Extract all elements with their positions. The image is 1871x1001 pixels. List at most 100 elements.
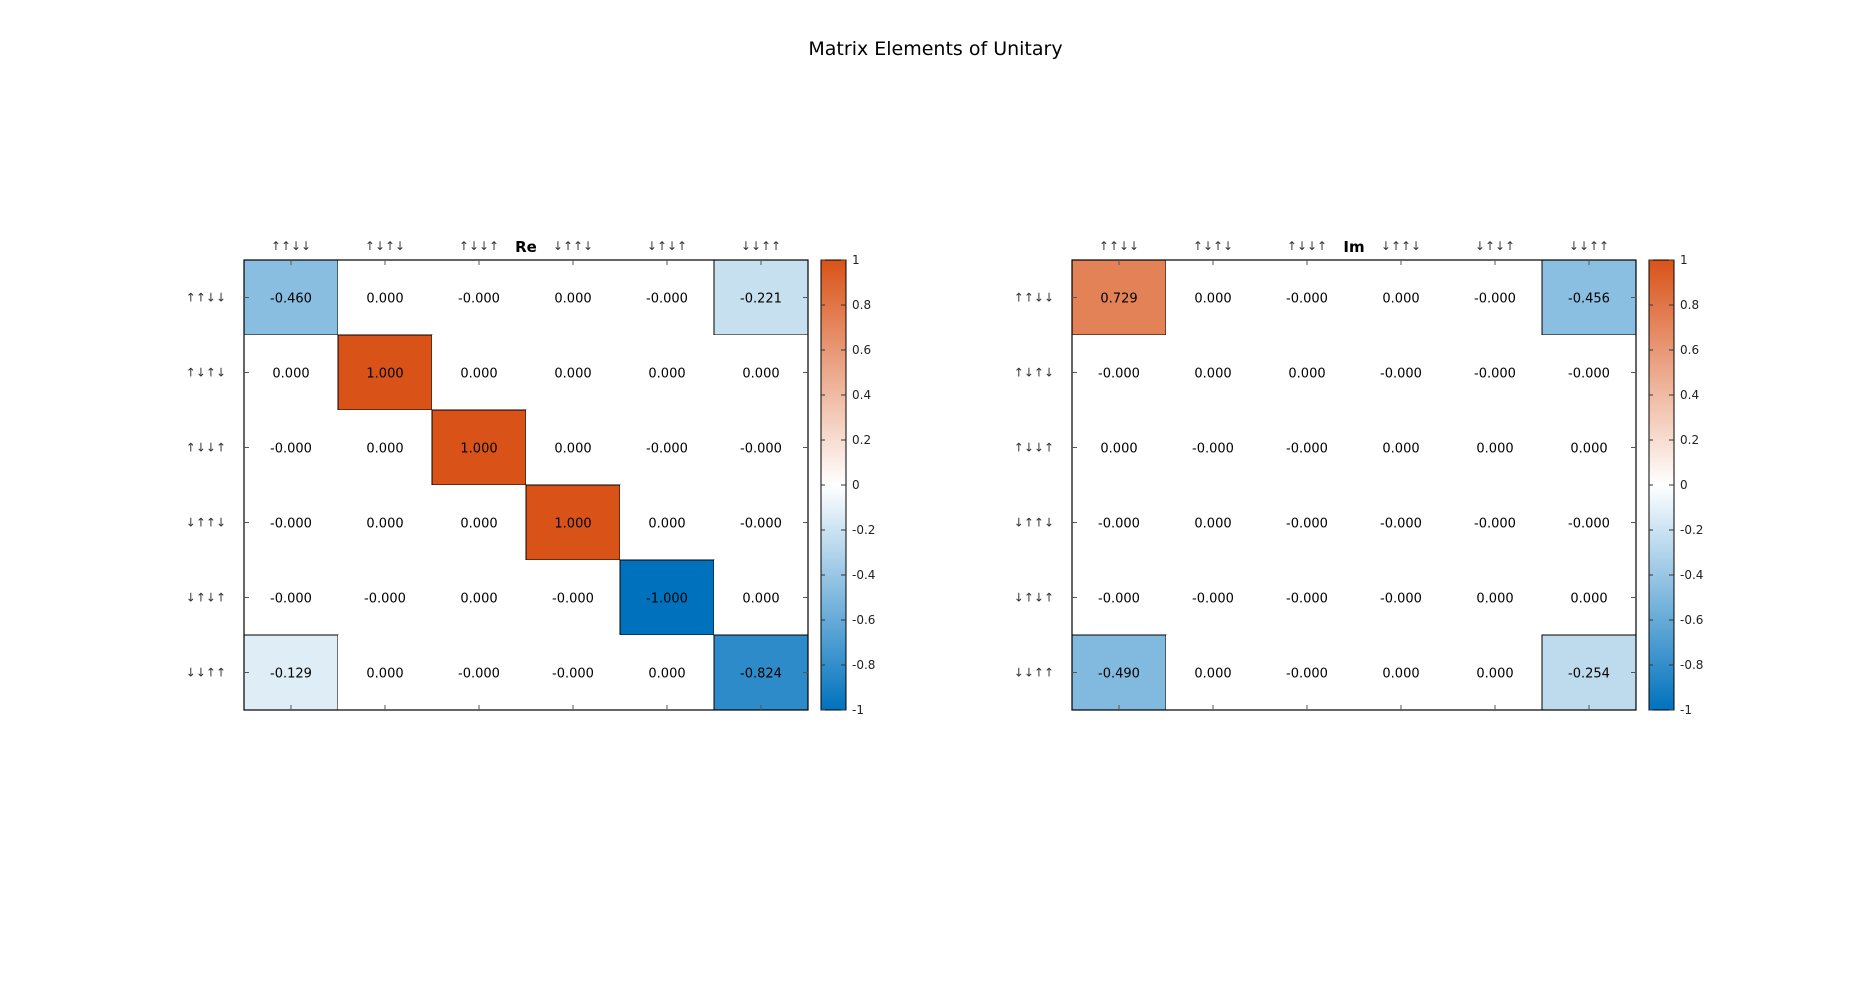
cell-value-label: 0.000: [1194, 367, 1231, 382]
plot-frame: [1071, 259, 1637, 711]
heatmap-cell: [526, 410, 620, 485]
colorbar-tick-label: -0.8: [852, 658, 875, 672]
plot-frame: [243, 259, 809, 711]
cell-value-label: 0.000: [1476, 667, 1513, 682]
cell-value-label: 0.000: [366, 292, 403, 307]
column-tick-label: ↓↑↓↑: [1475, 239, 1515, 253]
cell-value-label: 0.000: [1382, 292, 1419, 307]
cell-value-label: 0.000: [1194, 517, 1231, 532]
cell-value-label: -0.000: [552, 667, 594, 682]
cell-value-label: -0.000: [270, 592, 312, 607]
cell-value-label: -0.000: [1568, 517, 1610, 532]
heatmap-cell: [620, 335, 714, 410]
heatmap-cell: [1260, 335, 1354, 410]
heatmap-cell: [1354, 260, 1448, 335]
row-tick-label: ↓↑↑↓: [186, 516, 226, 530]
row-tick-label: ↑↑↓↓: [1014, 291, 1054, 305]
colorbar-tick-label: 0.8: [852, 298, 871, 312]
heatmap-cell: [1448, 485, 1542, 560]
colorbar-tick-label: 0.6: [1680, 343, 1699, 357]
cell-value-label: 0.000: [742, 592, 779, 607]
cell-value-label: -0.000: [646, 292, 688, 307]
heatmap-cell: [620, 635, 714, 710]
cell-value-label: -0.000: [1192, 592, 1234, 607]
column-tick-label: ↓↓↑↑: [1569, 239, 1609, 253]
heatmap-cell: [1448, 260, 1542, 335]
panel-title: Im: [1343, 238, 1364, 256]
cell-value-label: 0.000: [460, 517, 497, 532]
heatmap-cell: [1072, 410, 1166, 485]
cell-value-label: 0.000: [1100, 442, 1137, 457]
heatmap-cell: [1071, 634, 1167, 711]
column-tick-label: ↓↑↓↑: [647, 239, 687, 253]
row-tick-label: ↑↑↓↓: [186, 291, 226, 305]
heatmap-cell: [1354, 635, 1448, 710]
panel-title: Re: [515, 238, 537, 256]
heatmap-cell: [525, 484, 621, 561]
panel-imaginary: 0.729 0.000 -0.000 0.000 -0.000 -0.456 -0.000 0…: [1014, 238, 1704, 717]
cell-value-label: 0.000: [1570, 442, 1607, 457]
cell-value-label: -0.000: [1474, 367, 1516, 382]
colorbar-tick-label: -0.2: [852, 523, 875, 537]
heatmap-cell: [1166, 410, 1260, 485]
heatmap-cell: [244, 410, 338, 485]
cell-value-label: 1.000: [366, 367, 403, 382]
cell-value-label: -0.000: [1286, 517, 1328, 532]
heatmap-cell: [714, 335, 808, 410]
heatmap-cell: [1541, 634, 1637, 711]
heatmap-cell: [620, 485, 714, 560]
cell-value-label: 1.000: [460, 442, 497, 457]
cell-value-label: -0.456: [1568, 292, 1610, 307]
colorbar-tick-label: 0.4: [852, 388, 871, 402]
heatmap-cell: [1166, 560, 1260, 635]
colorbar-tick-label: -0.6: [852, 613, 875, 627]
heatmap-cell: [714, 485, 808, 560]
cell-value-label: 0.000: [272, 367, 309, 382]
cell-value-label: -0.000: [646, 442, 688, 457]
column-tick-label: ↓↓↑↑: [741, 239, 781, 253]
cell-value-label: 0.000: [648, 517, 685, 532]
cell-value-label: 0.000: [366, 517, 403, 532]
heatmap-cell: [1166, 485, 1260, 560]
cell-value-label: -0.000: [1286, 292, 1328, 307]
cell-value-label: -0.000: [1098, 517, 1140, 532]
cell-value-label: -0.221: [740, 292, 782, 307]
heatmap-cell: [1541, 259, 1637, 336]
cell-value-label: -0.000: [1286, 592, 1328, 607]
cell-value-label: 0.000: [460, 367, 497, 382]
heatmap-cell: [1260, 560, 1354, 635]
colorbar-tick-label: 1: [852, 253, 860, 267]
row-tick-label: ↓↑↓↑: [1014, 591, 1054, 605]
cell-value-label: 0.000: [1194, 292, 1231, 307]
panel-real: -0.460 0.000 -0.000 0.000 -0.000 -0.221 0.000 1…: [186, 238, 876, 717]
cell-value-label: 0.000: [366, 667, 403, 682]
column-tick-label: ↓↑↑↓: [1381, 239, 1421, 253]
cell-value-label: -0.000: [270, 517, 312, 532]
cell-value-label: 0.000: [554, 442, 591, 457]
heatmap-cell: [1448, 560, 1542, 635]
heatmap-cell: [526, 260, 620, 335]
heatmap-cell: [338, 560, 432, 635]
heatmap-cell: [1448, 335, 1542, 410]
heatmap-cell: [338, 485, 432, 560]
cell-value-label: -0.000: [1286, 442, 1328, 457]
cell-value-label: -0.254: [1568, 667, 1610, 682]
cell-value-label: -0.000: [1474, 292, 1516, 307]
cell-value-label: -0.000: [740, 442, 782, 457]
cell-value-label: -0.460: [270, 292, 312, 307]
heatmap-cell: [526, 635, 620, 710]
heatmap-cell: [432, 485, 526, 560]
heatmap-cell: [1260, 260, 1354, 335]
colorbar-tick-label: -1: [1680, 703, 1692, 717]
heatmap-cell: [432, 635, 526, 710]
cell-value-label: 0.000: [460, 592, 497, 607]
heatmap-cell: [338, 260, 432, 335]
heatmap-cell: [1542, 485, 1636, 560]
cell-value-label: 0.729: [1100, 292, 1137, 307]
colorbar-tick-label: -0.4: [1680, 568, 1703, 582]
row-tick-label: ↑↓↑↓: [1014, 366, 1054, 380]
cell-value-label: -0.000: [1380, 367, 1422, 382]
colorbar-tick-label: 0.2: [1680, 433, 1699, 447]
heatmap-cell: [338, 635, 432, 710]
heatmap-cell: [244, 485, 338, 560]
